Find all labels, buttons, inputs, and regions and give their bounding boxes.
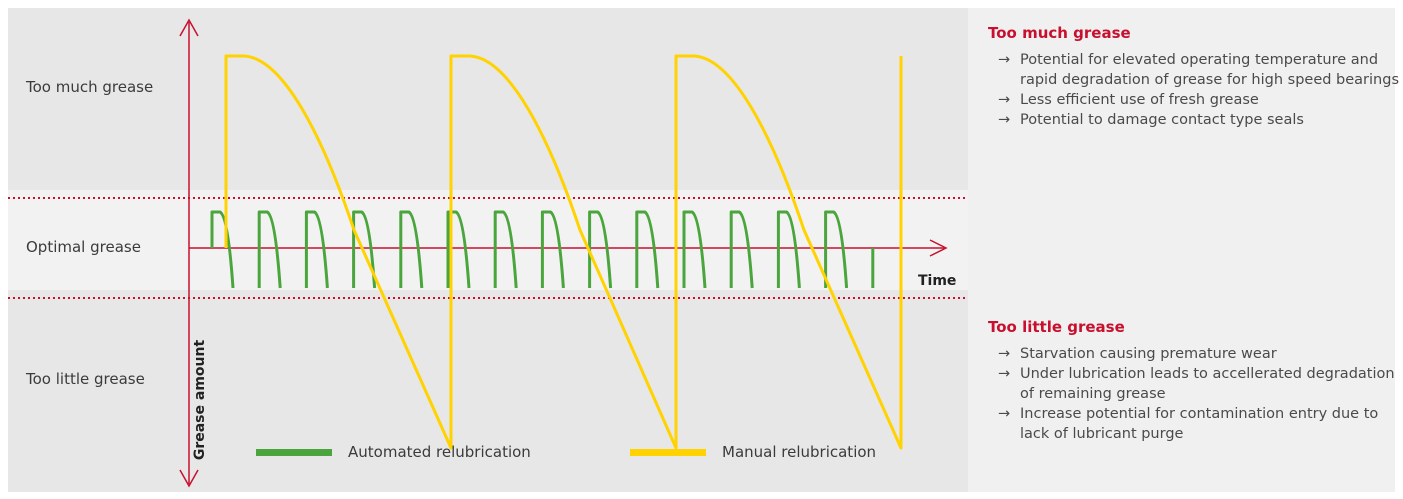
info-panel: [968, 8, 1395, 492]
legend-swatch-manual: [630, 448, 706, 456]
y-axis-label: Grease amount: [192, 339, 208, 461]
legend-item-manual: Manual relubrication: [630, 443, 876, 461]
axes: [179, 18, 948, 488]
info-too-little-title: Too little grease: [988, 318, 1125, 336]
arrow-right-icon: →: [998, 406, 1011, 422]
info-too-much: Too much grease → Potential for elevated …: [988, 24, 1400, 130]
zone-label-optimal: Optimal grease: [26, 238, 141, 256]
series-automated-line: [210, 210, 875, 289]
info-too-much-title: Too much grease: [988, 24, 1131, 42]
arrow-right-icon: →: [998, 366, 1011, 382]
arrow-right-icon: →: [998, 346, 1011, 362]
info-too-much-item: → Potential for elevated operating temper…: [998, 52, 1399, 88]
y-axis-arrow-up: [179, 18, 199, 37]
y-axis-arrow-down: [179, 469, 199, 488]
info-too-much-item: → Potential to damage contact type seals: [998, 112, 1304, 128]
info-too-little-item: → Increase potential for contamination en…: [998, 406, 1379, 442]
arrow-right-icon: →: [998, 92, 1011, 108]
zone-label-too-much: Too much grease: [26, 78, 154, 96]
legend-text-automated: Automated relubrication: [348, 443, 531, 461]
zone-label-too-little: Too little grease: [26, 370, 145, 388]
arrow-right-icon: →: [998, 52, 1011, 68]
series-manual-line: [224, 54, 903, 450]
legend-text-manual: Manual relubrication: [722, 443, 877, 461]
info-too-little: Too little grease → Starvation causing pr…: [988, 318, 1400, 444]
info-too-little-item: → Under lubrication leads to accellerated…: [998, 366, 1395, 402]
x-axis-label: Time: [918, 273, 957, 289]
info-too-much-item: → Less efficient use of fresh grease: [998, 92, 1259, 108]
info-too-little-item: → Starvation causing premature wear: [998, 346, 1277, 362]
arrow-right-icon: →: [998, 112, 1011, 128]
x-axis-arrow: [929, 239, 948, 257]
legend-item-automated: Automated relubrication: [256, 443, 531, 461]
zone-boundaries: [8, 197, 968, 299]
series-layer: [210, 54, 903, 450]
legend-swatch-automated: [256, 448, 332, 456]
